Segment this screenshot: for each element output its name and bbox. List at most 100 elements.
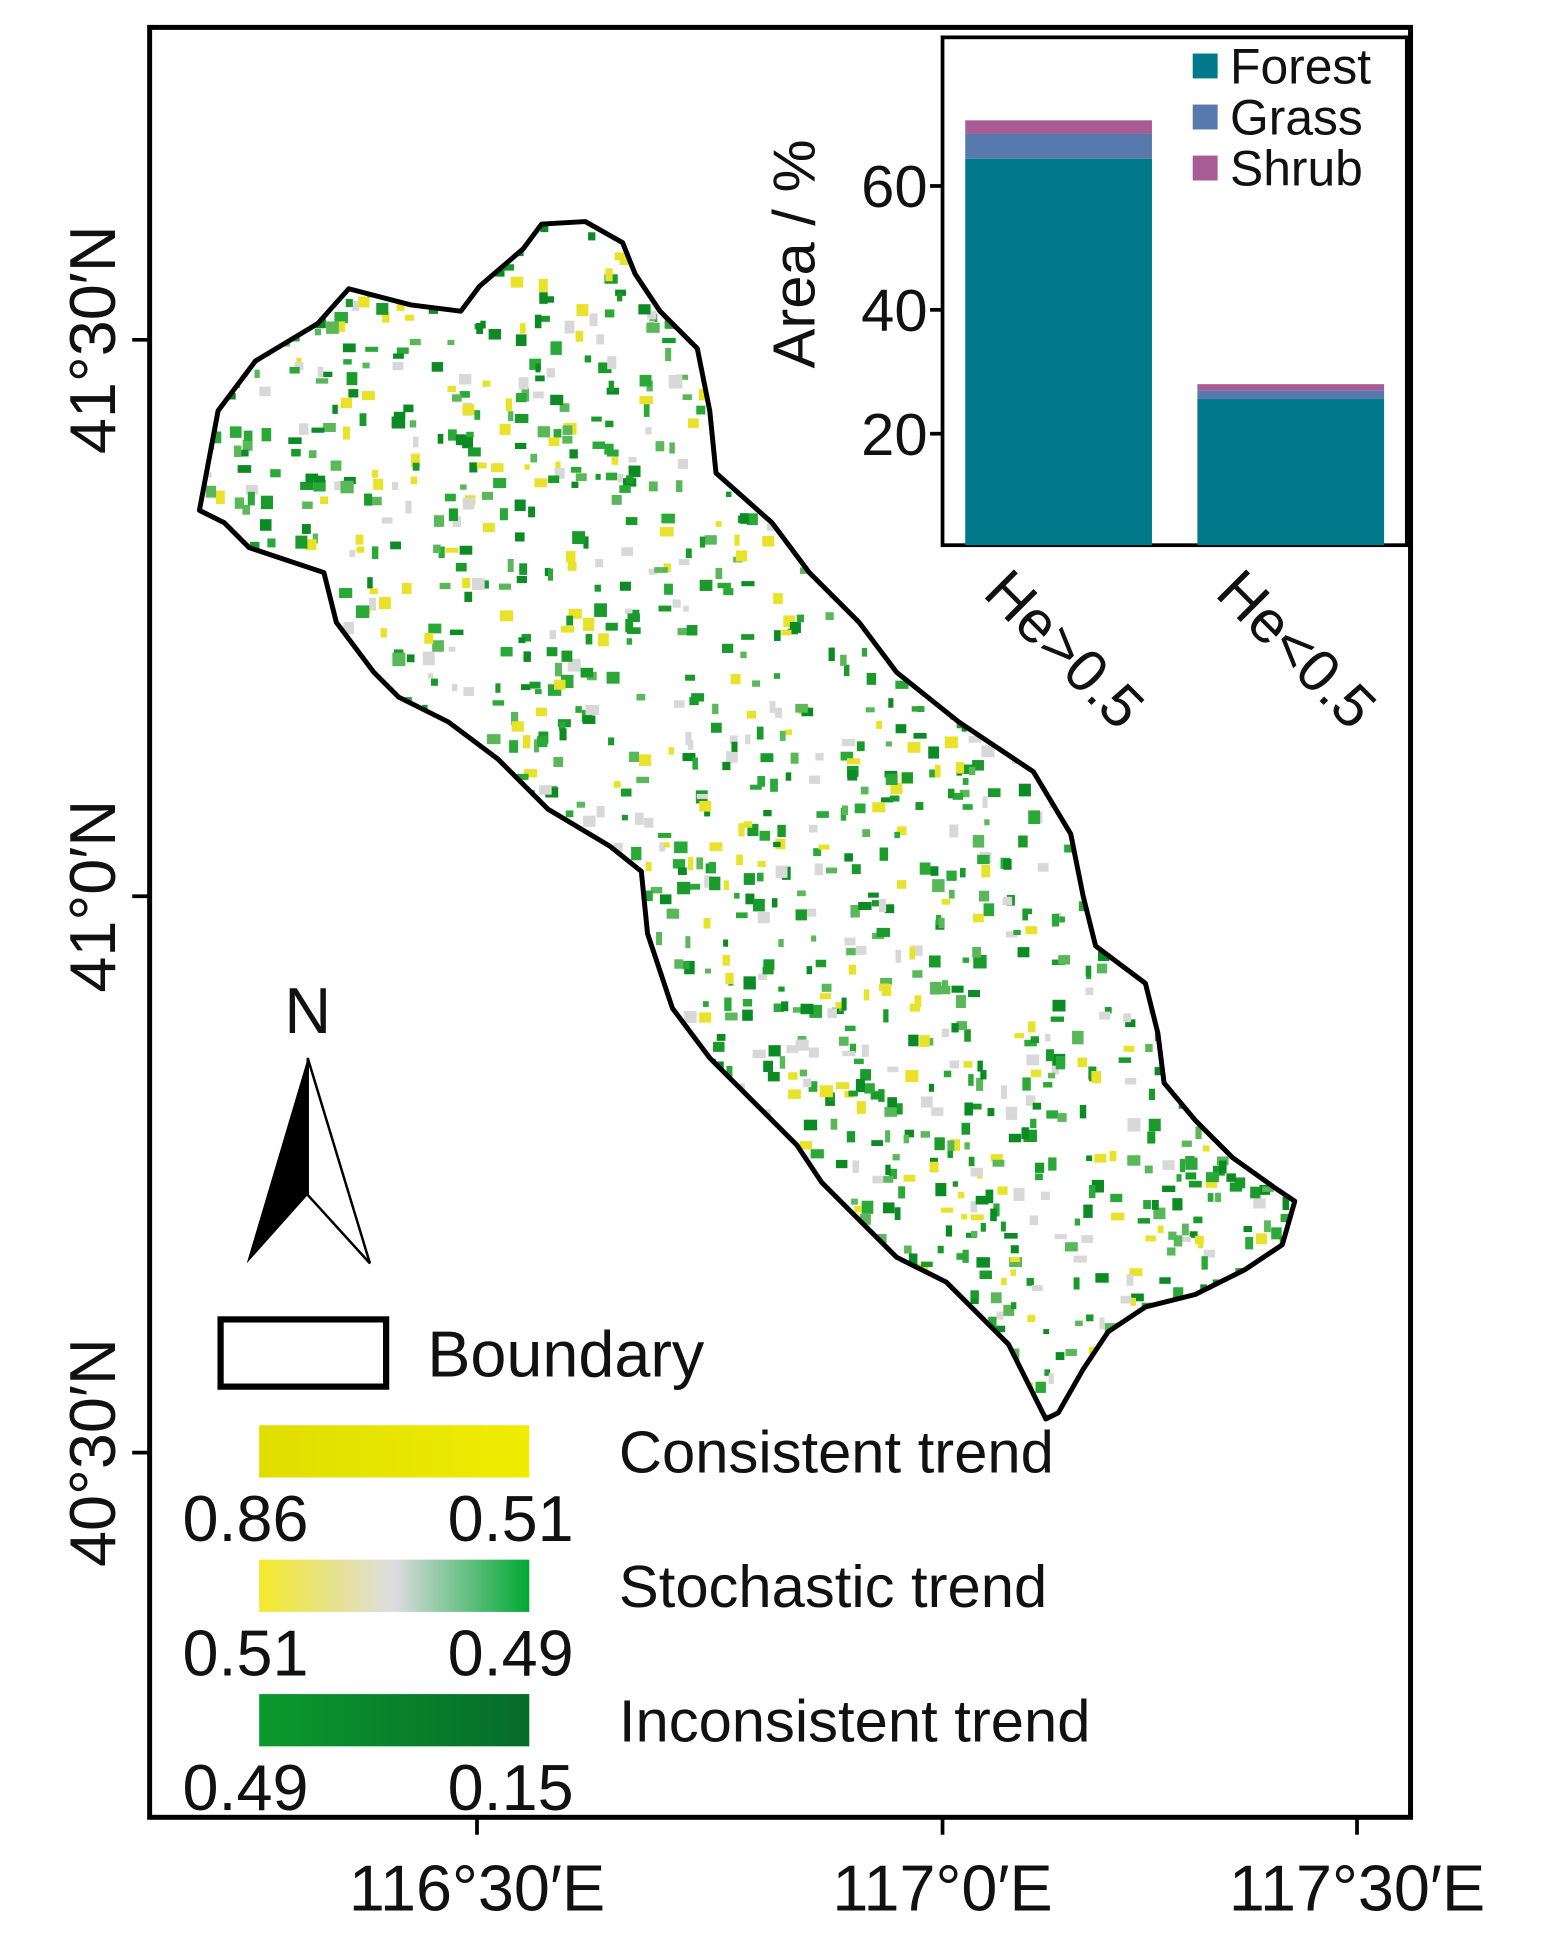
pixel	[538, 278, 548, 293]
pixel	[217, 374, 225, 388]
pixel	[195, 1422, 205, 1430]
pixel	[228, 999, 235, 1005]
pixel	[401, 808, 415, 822]
pixel	[1081, 1235, 1094, 1243]
pixel	[677, 627, 688, 636]
pixel	[572, 531, 586, 544]
pixel	[1147, 1416, 1161, 1419]
pixel	[1148, 1088, 1155, 1101]
pixel	[395, 887, 407, 896]
pixel	[662, 337, 676, 344]
pixel	[570, 905, 576, 919]
pixel	[373, 1110, 382, 1121]
pixel	[1088, 1184, 1096, 1199]
pixel	[1027, 1314, 1036, 1323]
pixel	[740, 651, 747, 659]
pixel	[550, 394, 564, 406]
pixel	[471, 926, 480, 935]
pixel	[770, 778, 778, 792]
pixel	[219, 958, 234, 972]
pixel	[859, 1214, 871, 1225]
pixel	[968, 735, 982, 743]
pixel	[225, 318, 237, 328]
pixel	[1203, 1249, 1215, 1258]
pixel	[499, 1179, 514, 1185]
pixel	[901, 772, 913, 784]
pixel	[1293, 947, 1295, 957]
pixel	[229, 739, 237, 748]
pixel	[1127, 1155, 1141, 1166]
pixel	[1255, 1233, 1267, 1245]
pixel	[789, 621, 801, 633]
pixel	[513, 872, 524, 879]
pixel	[756, 726, 764, 740]
pixel	[1156, 783, 1162, 795]
pixel	[468, 447, 481, 457]
pixel	[962, 804, 973, 810]
pixel	[601, 1256, 610, 1262]
pixel	[245, 1081, 252, 1096]
pixel	[361, 905, 373, 912]
pixel	[1171, 948, 1185, 959]
pixel	[199, 1329, 201, 1337]
pixel	[345, 299, 353, 307]
pixel	[928, 1083, 935, 1092]
pixel	[831, 498, 845, 511]
pixel	[679, 305, 688, 319]
pixel	[1206, 631, 1213, 641]
pixel	[218, 827, 232, 833]
pixel	[438, 944, 445, 950]
pixel	[626, 1210, 637, 1219]
pixel	[719, 322, 730, 330]
pixel	[949, 824, 959, 838]
pixel	[688, 857, 694, 871]
pixel	[1099, 1317, 1105, 1330]
pixel	[199, 1110, 209, 1124]
pixel	[795, 909, 807, 921]
pixel	[1215, 1192, 1222, 1203]
pixel	[358, 296, 370, 308]
pixel	[589, 313, 598, 327]
pixel	[559, 403, 570, 412]
pixel	[677, 867, 687, 875]
pixel	[875, 1271, 885, 1278]
pixel	[949, 1060, 959, 1069]
pixel	[433, 1309, 441, 1318]
pixel	[265, 616, 274, 628]
pixel	[350, 913, 363, 923]
pixel	[1270, 1367, 1282, 1381]
pixel	[223, 1423, 234, 1429]
pixel	[874, 542, 888, 548]
pixel	[508, 411, 514, 422]
map-frame	[147, 24, 1414, 1820]
pixel	[250, 929, 262, 939]
pixel	[1067, 797, 1076, 804]
pixel	[1218, 832, 1225, 839]
pixel	[470, 991, 477, 1001]
pixel	[1031, 711, 1040, 725]
pixel	[517, 953, 524, 966]
pixel	[521, 634, 532, 642]
pixel	[205, 485, 217, 498]
pixel	[729, 430, 736, 445]
legend-swatch	[1192, 104, 1218, 130]
pixel	[243, 345, 250, 356]
pixel	[302, 578, 313, 585]
pixel	[587, 1260, 600, 1273]
pixel	[385, 714, 392, 722]
pixel	[909, 946, 916, 960]
pixel	[788, 1072, 798, 1080]
pixel	[463, 895, 475, 902]
pixel	[628, 1222, 635, 1231]
pixel	[894, 1207, 901, 1220]
pixel	[534, 689, 542, 695]
pixel	[369, 1276, 378, 1287]
pixel	[930, 981, 942, 995]
pixel	[251, 726, 259, 741]
pixel	[327, 1084, 337, 1098]
pixel	[860, 1069, 872, 1081]
legend-label: Consistent trend	[619, 1419, 1054, 1486]
pixel	[219, 246, 228, 253]
pixel	[322, 286, 329, 294]
